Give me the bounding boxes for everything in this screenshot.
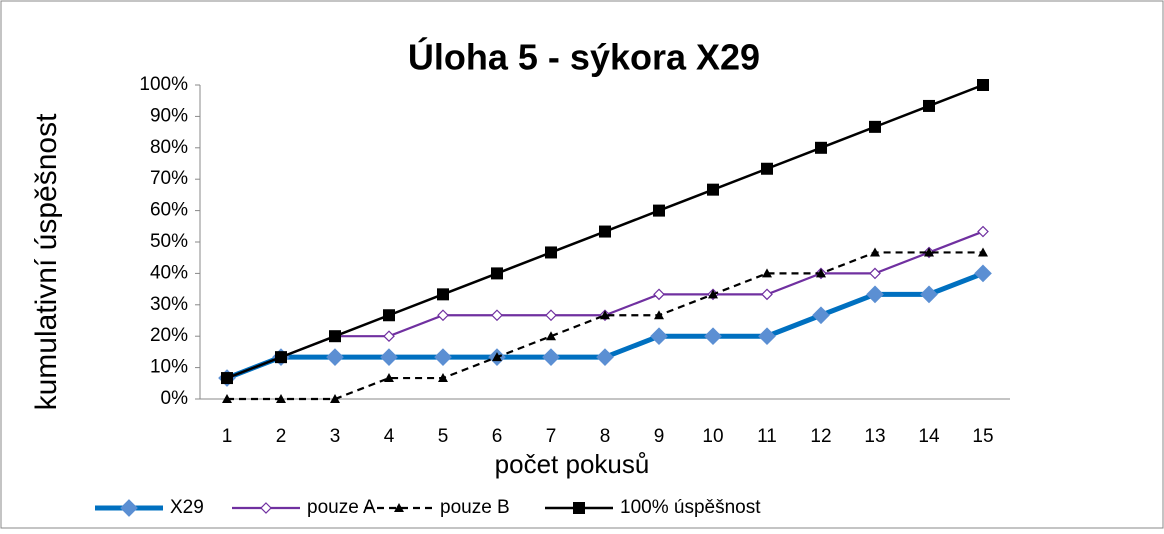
- data-point: [761, 288, 773, 301]
- data-point: [222, 394, 232, 403]
- data-point: [761, 162, 773, 175]
- data-point: [653, 288, 665, 301]
- data-point: [758, 327, 776, 346]
- x-tick-label: 2: [276, 426, 287, 447]
- data-point: [599, 225, 611, 238]
- data-point: [491, 267, 503, 280]
- x-tick-label: 11: [757, 426, 777, 447]
- x-tick-label: 5: [438, 426, 449, 447]
- data-point: [978, 247, 988, 257]
- data-point: [545, 309, 557, 322]
- data-point: [221, 372, 233, 385]
- x-tick-label: 3: [330, 426, 341, 447]
- data-point: [977, 225, 989, 238]
- chart-title: Úloha 5 - sýkora X29: [408, 36, 760, 78]
- data-point: [762, 268, 772, 278]
- data-point: [383, 330, 395, 343]
- y-tick-label: 90%: [150, 105, 188, 126]
- data-point: [924, 247, 934, 257]
- data-point: [707, 183, 719, 196]
- data-point: [491, 309, 503, 322]
- x-tick-label: 15: [972, 426, 993, 447]
- legend-label: X29: [170, 497, 204, 518]
- data-point: [326, 348, 344, 366]
- x-tick-label: 12: [810, 426, 831, 447]
- data-point: [650, 327, 668, 346]
- legend-label: 100% úspěšnost: [620, 497, 761, 518]
- data-point: [542, 348, 560, 366]
- data-point: [866, 285, 884, 304]
- y-axis-label: kumulativní úspěšnost: [30, 113, 63, 410]
- data-point: [275, 351, 287, 364]
- x-axis-label: počet pokusů: [495, 449, 650, 479]
- data-point: [812, 306, 830, 325]
- data-point: [869, 120, 881, 133]
- y-tick-label: 70%: [150, 168, 188, 189]
- data-point: [974, 264, 992, 283]
- data-point: [383, 309, 395, 322]
- legend-marker: [394, 503, 404, 512]
- y-tick-label: 30%: [150, 294, 188, 315]
- data-point: [654, 310, 664, 320]
- data-point: [434, 348, 452, 366]
- data-point: [276, 394, 286, 403]
- data-point: [870, 247, 880, 257]
- x-tick-label: 10: [702, 426, 723, 447]
- data-point: [708, 289, 718, 299]
- data-point: [596, 348, 614, 366]
- data-point: [653, 204, 665, 217]
- x-tick-label: 8: [600, 426, 611, 447]
- x-tick-label: 1: [222, 426, 233, 447]
- x-tick-label: 9: [654, 426, 665, 447]
- x-tick-label: 14: [918, 426, 940, 447]
- data-point: [816, 268, 826, 278]
- data-point: [923, 99, 935, 112]
- data-point: [438, 373, 448, 383]
- y-tick-label: 0%: [161, 388, 189, 409]
- y-tick-label: 60%: [150, 200, 188, 221]
- y-tick-label: 50%: [150, 231, 188, 252]
- y-tick-label: 80%: [150, 137, 188, 158]
- x-tick-label: 4: [384, 426, 395, 447]
- x-tick-label: 6: [492, 426, 503, 447]
- data-point: [384, 373, 394, 383]
- x-tick-label: 13: [864, 426, 885, 447]
- legend-marker: [573, 502, 585, 514]
- y-tick-label: 10%: [150, 357, 188, 378]
- x-tick-label: 7: [546, 426, 557, 447]
- y-tick-label: 100%: [139, 74, 188, 95]
- data-point: [600, 310, 610, 320]
- data-point: [492, 352, 502, 362]
- legend-label: pouze A: [307, 497, 376, 518]
- data-point: [977, 79, 989, 91]
- legend-marker: [260, 502, 272, 514]
- data-point: [437, 288, 449, 301]
- data-point: [546, 331, 556, 341]
- y-tick-label: 20%: [150, 325, 188, 346]
- y-tick-label: 40%: [150, 262, 188, 283]
- data-point: [815, 141, 827, 154]
- data-point: [437, 309, 449, 322]
- data-point: [869, 267, 881, 280]
- data-point: [920, 285, 938, 304]
- data-point: [329, 330, 341, 343]
- data-point: [380, 348, 398, 366]
- data-point: [330, 394, 340, 403]
- data-point: [704, 327, 722, 346]
- legend-label: pouze B: [440, 497, 510, 518]
- legend-marker: [120, 499, 138, 517]
- data-point: [545, 246, 557, 259]
